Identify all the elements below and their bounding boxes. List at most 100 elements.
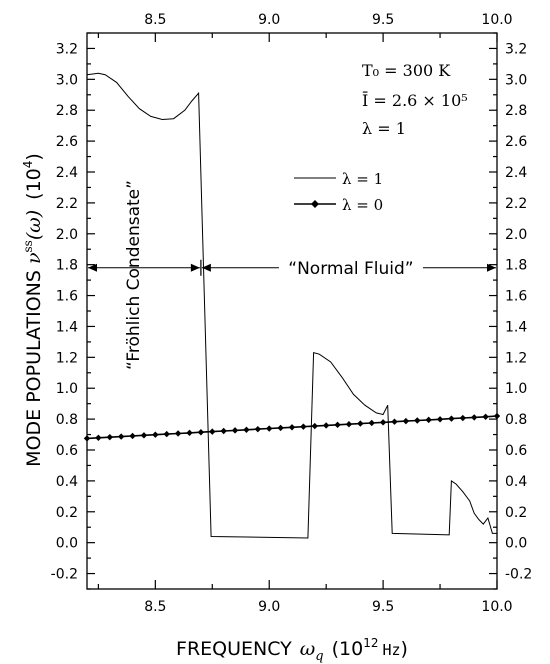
y-axis-title: MODE POPULATIONSνss(ω)(104) [21, 153, 45, 467]
axis-ticks [87, 32, 498, 590]
y-tick-label-right: 1.2 [505, 350, 527, 366]
condensate-arrow-right [190, 263, 200, 272]
y-tick-label-right: 0.2 [505, 505, 527, 521]
series-lambda0-marker [140, 432, 148, 439]
series-lambda0-marker [448, 415, 455, 422]
series-lambda0-marker [334, 421, 341, 429]
x-tick-label-top: 9.5 [372, 12, 394, 28]
x-tick-label-bottom: 10.0 [481, 599, 512, 615]
series-lambda0-marker [300, 423, 307, 430]
condensate-label: “Fröhlich Condensate” [124, 180, 144, 370]
legend-label-lambda1: λ = 1 [342, 170, 383, 188]
param-intensity: Ī = 2.6 × 10⁵ [362, 90, 468, 110]
condensate-arrow-left [88, 263, 97, 272]
y-tick-label-left: 0.6 [56, 443, 78, 459]
y-tick-label-left: 1.0 [56, 381, 78, 397]
y-tick-label-right: 0.0 [505, 536, 527, 552]
series-lambda0-marker [357, 420, 364, 427]
legend-label-lambda0: λ = 0 [342, 196, 383, 214]
series-lambda0-marker [471, 414, 478, 421]
legend-marker-lambda0 [311, 200, 319, 208]
y-tick-label-right: 3.0 [505, 72, 527, 88]
y-tick-label-right: 2.6 [505, 134, 527, 150]
plot-frame [86, 32, 498, 590]
y-tick-label-left: 0.4 [56, 474, 78, 490]
y-tick-label-left: 1.6 [56, 289, 78, 305]
y-tick-label-left: 0.8 [56, 412, 78, 428]
y-tick-label-left: 3.0 [56, 72, 78, 88]
y-tick-label-right: 3.2 [505, 41, 527, 57]
series-lambda0-marker [220, 427, 227, 435]
y-tick-label-right: -0.2 [505, 567, 532, 583]
y-tick-label-right: 2.8 [505, 103, 527, 119]
y-tick-label-left: 2.8 [56, 103, 78, 119]
y-tick-label-left: -0.2 [51, 567, 78, 583]
y-tick-label-left: 2.2 [56, 196, 78, 212]
legend: λ = 1 λ = 0 [294, 170, 383, 214]
series-lambda0-marker [493, 412, 501, 420]
x-tick-label-bottom: 9.0 [258, 599, 280, 615]
y-tick-label-right: 1.8 [505, 258, 527, 274]
x-axis-title: FREQUENCY ωq (1012 Hz) [176, 636, 408, 664]
x-tick-label-bottom: 9.5 [372, 599, 394, 615]
series-layer [83, 72, 501, 539]
series-lambda0-marker [391, 418, 398, 425]
series-lambda0-marker [254, 425, 262, 433]
series-lambda0-marker [163, 430, 170, 438]
series-lambda0-marker [152, 431, 159, 438]
normal-arrow-right [487, 263, 496, 272]
param-lambda: λ = 1 [362, 119, 406, 138]
series-lambda0-marker [197, 429, 205, 436]
series-lambda0-marker [311, 422, 318, 430]
y-tick-label-left: 3.2 [56, 41, 78, 57]
y-tick-label-left: 0.2 [56, 505, 78, 521]
y-tick-label-right: 1.0 [505, 381, 527, 397]
x-tick-label-top: 10.0 [481, 12, 512, 28]
x-tick-label-bottom: 8.5 [144, 599, 166, 615]
series-lambda0-marker [368, 419, 375, 427]
y-tick-label-left: 1.4 [56, 319, 78, 335]
normal-arrow-left [201, 263, 211, 272]
y-tick-label-right: 2.0 [505, 227, 527, 243]
series-lambda0-marker [322, 422, 330, 429]
series-lambda0-marker [209, 428, 216, 435]
series-lambda0-marker [482, 413, 489, 420]
series-lambda0-marker [266, 425, 273, 432]
y-tick-label-left: 2.0 [56, 227, 78, 243]
series-lambda0-marker [186, 429, 193, 437]
y-tick-label-right: 2.4 [505, 165, 527, 181]
series-lambda0-marker [243, 426, 250, 433]
y-tick-label-left: 0.0 [56, 536, 78, 552]
normal-fluid-label: “Normal Fluid” [288, 259, 413, 279]
y-tick-label-left: 1.2 [56, 350, 78, 366]
series-lambda0-marker [83, 435, 91, 442]
x-tick-label-top: 9.0 [258, 12, 280, 28]
series-lambda0-marker [174, 430, 182, 437]
series-lambda0-marker [95, 434, 102, 441]
y-tick-label-right: 0.8 [505, 412, 527, 428]
series-lambda1-line [86, 72, 497, 539]
series-lambda0-marker [231, 427, 239, 434]
series-lambda0-marker [402, 417, 410, 425]
tick-labels: 8.5 8.5 9.0 9.0 9.5 9.5 10.0 10.0 -0.2 -0.2 0.0 0.0… [51, 12, 533, 615]
series-lambda0-marker [425, 416, 432, 424]
series-lambda0-marker [288, 424, 296, 431]
y-tick-label-right: 0.6 [505, 443, 527, 459]
series-lambda0-marker [345, 421, 353, 428]
y-tick-label-right: 1.6 [505, 289, 527, 305]
y-tick-label-left: 2.6 [56, 134, 78, 150]
y-tick-label-right: 0.4 [505, 474, 527, 490]
param-temperature: T₀ = 300 K [362, 61, 451, 80]
series-lambda0-marker [106, 433, 113, 441]
y-tick-label-right: 2.2 [505, 196, 527, 212]
series-lambda0-marker [129, 432, 136, 440]
series-lambda0-marker [379, 419, 387, 426]
series-lambda0-marker [117, 433, 125, 440]
series-lambda0-marker [459, 414, 467, 422]
y-tick-label-left: 1.8 [56, 258, 78, 274]
series-lambda0-marker [277, 424, 284, 432]
series-lambda0-marker [414, 417, 421, 424]
x-tick-label-top: 8.5 [144, 12, 166, 28]
y-tick-label-right: 1.4 [505, 319, 527, 335]
